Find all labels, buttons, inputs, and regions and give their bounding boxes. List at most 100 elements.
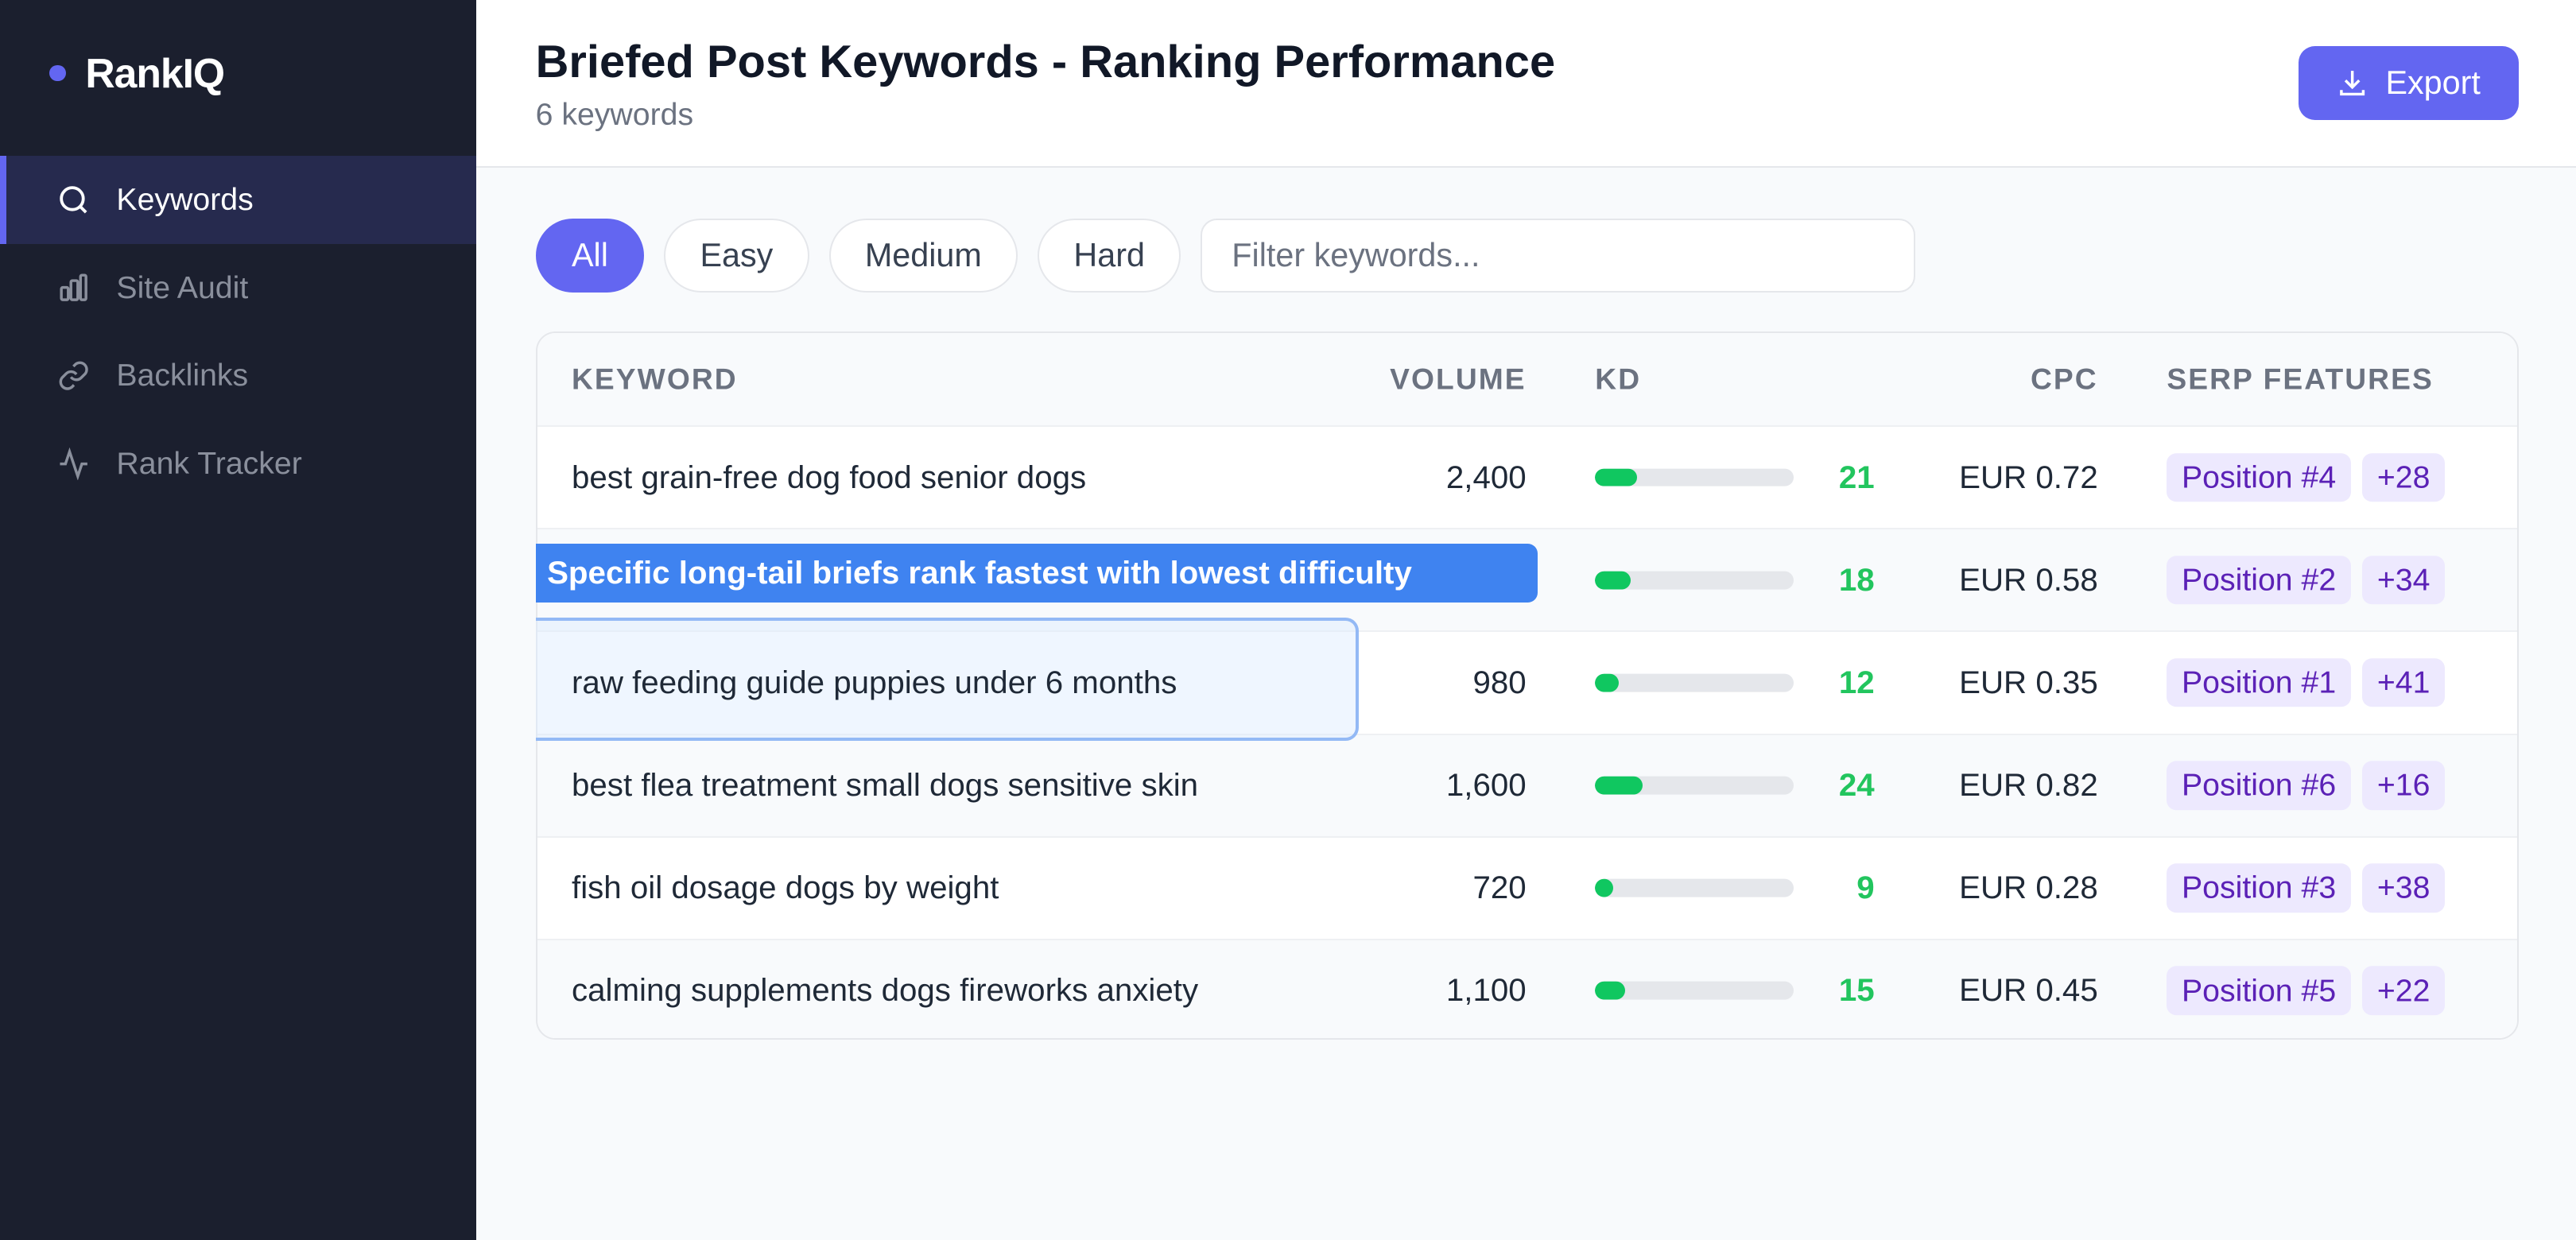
position-badge: Position #1 [2167, 658, 2351, 707]
kd-value: 18 [1838, 561, 1875, 598]
kd-bar [1595, 982, 1794, 1000]
serp-features: Position #3 +38 [2167, 863, 2445, 913]
filter-keywords-input[interactable] [1201, 218, 1915, 293]
serp-features: Position #4 +28 [2167, 452, 2445, 502]
column-header-keyword[interactable]: KEYWORD [572, 362, 738, 396]
table-header: KEYWORD VOLUME KD CPC SERP FEATURES [537, 333, 2517, 426]
sidebar-item-site-audit[interactable]: Site Audit [0, 244, 476, 332]
kd-value: 15 [1838, 972, 1875, 1009]
kd-bar-track [1595, 776, 1794, 795]
position-badge: Position #3 [2167, 863, 2351, 913]
kd-bar-track [1595, 878, 1794, 897]
cpc-cell: EUR 0.45 [1959, 972, 2098, 1009]
highlighted-keyword-frame [535, 617, 1359, 741]
change-badge: +16 [2362, 761, 2445, 810]
keyword-cell: raw feeding guide puppies under 6 months [572, 664, 1177, 700]
volume-cell: 2,400 [1445, 459, 1527, 495]
serp-features: Position #1 +41 [2167, 658, 2445, 707]
kd-bar [1595, 571, 1794, 590]
kd-bar-track [1595, 468, 1794, 487]
position-badge: Position #4 [2167, 452, 2351, 502]
cpc-cell: EUR 0.28 [1959, 870, 2098, 906]
volume-cell: 1,600 [1445, 767, 1527, 804]
sidebar-item-rank-tracker[interactable]: Rank Tracker [0, 420, 476, 508]
cpc-cell: EUR 0.72 [1959, 459, 2098, 495]
serp-features: Position #2 +34 [2167, 556, 2445, 605]
keyword-cell: fish oil dosage dogs by weight [572, 870, 999, 906]
keyword-count: 6 keywords [535, 96, 694, 132]
kd-bar-fill [1595, 468, 1637, 487]
volume-cell: 980 [1472, 664, 1527, 700]
column-header-serp[interactable]: SERP FEATURES [2167, 362, 2434, 396]
filter-all[interactable]: All [535, 218, 645, 293]
kd-bar-fill [1595, 673, 1620, 692]
logo: RankIQ [48, 49, 225, 97]
activity-icon [60, 447, 87, 480]
position-badge: Position #6 [2167, 761, 2351, 810]
keyword-cell: calming supplements dogs fireworks anxie… [572, 972, 1199, 1009]
export-label: Export [2385, 64, 2481, 101]
table-row[interactable]: raw feeding guide puppies under 6 months… [537, 630, 2517, 733]
change-badge: +34 [2362, 556, 2445, 605]
kd-bar [1595, 673, 1794, 692]
table-row[interactable]: fish oil dosage dogs by weight 720 9 EUR… [537, 835, 2517, 939]
download-icon [2340, 70, 2365, 95]
sidebar-item-label: Rank Tracker [116, 445, 302, 481]
kd-bar-fill [1595, 776, 1643, 795]
position-badge: Position #5 [2167, 966, 2351, 1016]
sidebar-item-label: Site Audit [116, 269, 249, 305]
column-header-volume[interactable]: VOLUME [1390, 362, 1527, 396]
change-badge: +28 [2362, 452, 2445, 502]
keyword-cell: best flea treatment small dogs sensitive… [572, 767, 1199, 804]
volume-cell: 1,100 [1445, 972, 1527, 1009]
position-badge: Position #2 [2167, 556, 2351, 605]
kd-value: 24 [1838, 767, 1875, 804]
sidebar-item-keywords[interactable]: Keywords [0, 156, 477, 244]
kd-bar [1595, 776, 1794, 795]
volume-cell: 720 [1472, 870, 1527, 906]
kd-value: 9 [1856, 870, 1875, 906]
app-name: RankIQ [85, 49, 225, 96]
kd-bar-fill [1595, 878, 1613, 897]
page-header: Briefed Post Keywords - Ranking Performa… [476, 0, 2576, 168]
filter-medium[interactable]: Medium [828, 218, 1018, 293]
keyword-cell: best grain-free dog food senior dogs [572, 459, 1087, 495]
cpc-cell: EUR 0.58 [1959, 561, 2098, 598]
logo-dot-icon [48, 64, 66, 82]
sidebar-item-label: Backlinks [116, 358, 249, 393]
change-badge: +38 [2362, 863, 2445, 913]
table-row[interactable]: best flea treatment small dogs sensitive… [537, 733, 2517, 836]
filter-hard[interactable]: Hard [1038, 218, 1181, 293]
cpc-cell: EUR 0.35 [1959, 664, 2098, 700]
cpc-cell: EUR 0.82 [1959, 767, 2098, 804]
kd-bar-track [1595, 673, 1794, 692]
kd-bar [1595, 878, 1794, 897]
change-badge: +41 [2362, 658, 2445, 707]
page-title: Briefed Post Keywords - Ranking Performa… [535, 37, 1556, 88]
keywords-table: KEYWORD VOLUME KD CPC SERP FEATURES best… [535, 331, 2519, 1040]
sidebar-item-backlinks[interactable]: Backlinks [0, 331, 476, 420]
filter-easy[interactable]: Easy [664, 218, 809, 293]
sidebar: RankIQ Keywords Site Audit Backlinks Ran… [0, 0, 477, 1240]
link-icon [59, 361, 88, 390]
serp-features: Position #6 +16 [2167, 761, 2445, 810]
export-button[interactable]: Export [2298, 45, 2519, 120]
kd-value: 12 [1838, 664, 1875, 700]
table-row[interactable]: calming supplements dogs fireworks anxie… [537, 938, 2517, 1038]
bar-chart-icon [60, 273, 87, 302]
kd-bar-track [1595, 982, 1794, 1000]
serp-features: Position #5 +22 [2167, 966, 2445, 1016]
filter-bar: All Easy Medium Hard [535, 218, 1915, 293]
change-badge: +22 [2362, 966, 2445, 1016]
kd-bar-fill [1595, 982, 1625, 1000]
column-header-cpc[interactable]: CPC [2031, 362, 2098, 396]
annotation-tooltip: Specific long-tail briefs rank fastest w… [535, 543, 1538, 603]
column-header-kd[interactable]: KD [1595, 362, 1642, 396]
table-row[interactable]: best grain-free dog food senior dogs 2,4… [537, 425, 2517, 528]
search-icon [60, 186, 87, 214]
kd-value: 21 [1838, 459, 1875, 495]
kd-bar-track [1595, 571, 1794, 590]
sidebar-nav: Keywords Site Audit Backlinks Rank Track… [0, 156, 477, 508]
sidebar-item-label: Keywords [116, 182, 254, 218]
kd-bar-fill [1595, 571, 1631, 590]
